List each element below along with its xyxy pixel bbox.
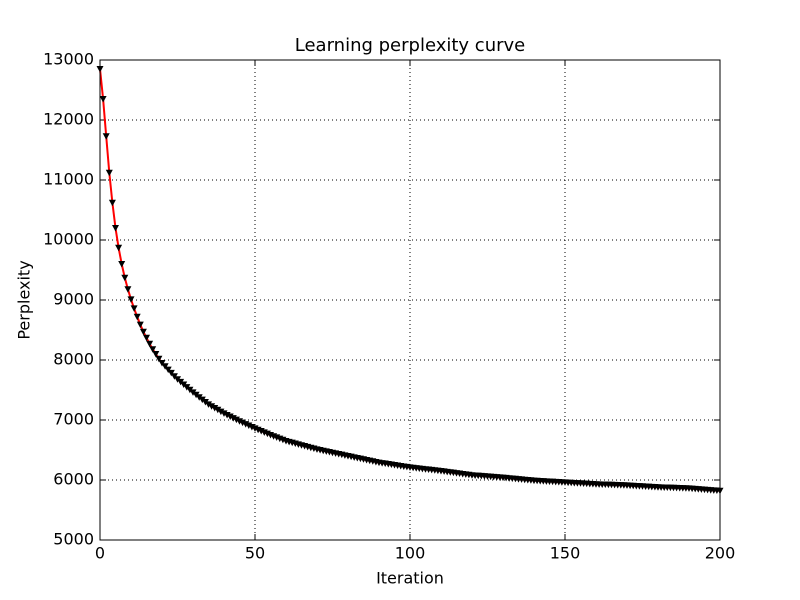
marker (124, 286, 132, 293)
marker (161, 363, 169, 370)
marker (189, 389, 197, 396)
x-tick-label: 150 (550, 544, 581, 563)
x-tick-label: 200 (705, 544, 736, 563)
y-tick-label: 8000 (53, 350, 94, 369)
marker (155, 355, 163, 363)
marker (198, 396, 206, 404)
marker (118, 261, 126, 268)
x-tick-label: 0 (95, 544, 105, 563)
y-tick-label: 11000 (43, 170, 94, 189)
marker (99, 96, 107, 103)
marker (143, 334, 150, 342)
marker (112, 225, 119, 232)
marker (167, 369, 175, 377)
marker (133, 313, 141, 321)
marker (195, 394, 203, 401)
marker (146, 340, 154, 348)
x-tick-label: 100 (395, 544, 426, 563)
x-tick-label: 50 (245, 544, 265, 563)
marker (102, 133, 110, 140)
marker (121, 274, 129, 282)
y-tick-label: 9000 (53, 290, 94, 309)
marker (105, 169, 113, 177)
y-tick-label: 12000 (43, 110, 94, 129)
marker (158, 360, 166, 367)
marker (127, 296, 135, 303)
marker (108, 199, 116, 207)
plot-frame (99, 59, 721, 541)
chart-title: Learning perplexity curve (295, 35, 525, 56)
y-tick-label: 6000 (53, 470, 94, 489)
marker (152, 351, 160, 358)
x-axis-label: Iteration (376, 569, 444, 588)
y-tick-label: 7000 (53, 410, 94, 429)
marker (192, 391, 200, 399)
marker (208, 403, 216, 410)
y-tick-label: 13000 (43, 50, 94, 69)
marker (211, 405, 219, 412)
marker (130, 305, 138, 312)
marker (214, 406, 222, 414)
y-axis-label: Perplexity (15, 260, 34, 339)
marker (115, 244, 123, 252)
marker (139, 328, 147, 336)
marker (149, 346, 157, 353)
y-tick-label: 5000 (53, 530, 94, 549)
marker (205, 401, 212, 408)
y-tick-label: 10000 (43, 230, 94, 249)
marker (164, 366, 172, 374)
marker (217, 408, 225, 416)
marker (136, 321, 144, 329)
marker (201, 399, 209, 406)
